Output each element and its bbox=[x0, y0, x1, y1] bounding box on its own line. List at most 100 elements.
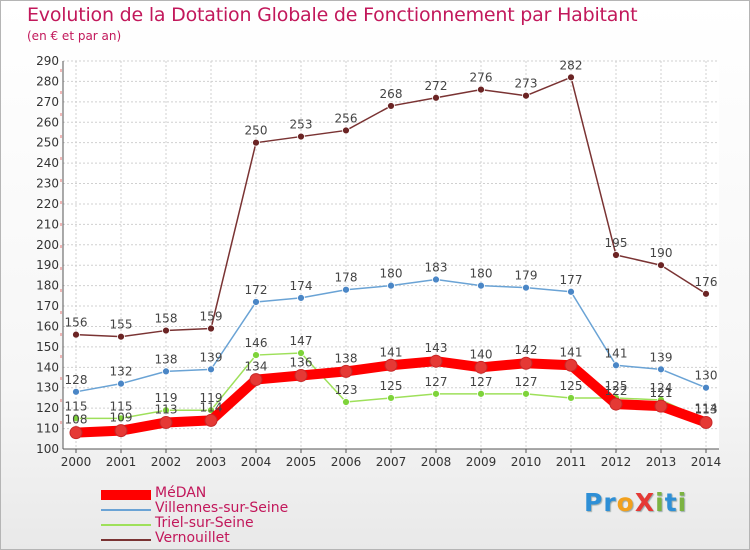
data-point bbox=[342, 126, 350, 135]
data-label: 143 bbox=[425, 341, 448, 355]
data-label: 136 bbox=[290, 355, 313, 369]
data-label: 159 bbox=[200, 310, 223, 324]
data-label: 128 bbox=[65, 373, 88, 387]
data-label: 268 bbox=[380, 87, 403, 101]
x-tick-label: 2006 bbox=[331, 455, 362, 469]
data-label: 141 bbox=[605, 346, 628, 360]
y-tick-label: 270 bbox=[36, 95, 59, 109]
data-point bbox=[609, 397, 623, 411]
data-label: 141 bbox=[560, 345, 583, 359]
data-point bbox=[432, 389, 440, 398]
data-label: 147 bbox=[290, 334, 313, 348]
y-tick-label: 190 bbox=[36, 258, 59, 272]
legend-label-triel: Triel-sur-Seine bbox=[155, 515, 254, 531]
data-label: 132 bbox=[110, 365, 133, 379]
data-point bbox=[702, 383, 710, 392]
data-point bbox=[384, 358, 398, 372]
proxiti-logo: ProXiti bbox=[584, 488, 687, 517]
x-tick-label: 2010 bbox=[511, 455, 542, 469]
data-point bbox=[297, 132, 305, 141]
data-point bbox=[117, 414, 125, 423]
data-point bbox=[477, 85, 485, 94]
data-label: 272 bbox=[425, 79, 448, 93]
data-point bbox=[699, 415, 713, 429]
data-label: 146 bbox=[245, 336, 268, 350]
data-point bbox=[72, 330, 80, 339]
data-point bbox=[342, 285, 350, 294]
data-label: 180 bbox=[470, 267, 493, 281]
data-label: 127 bbox=[515, 375, 538, 389]
data-label: 183 bbox=[425, 261, 448, 275]
x-tick-label: 2012 bbox=[601, 455, 632, 469]
data-label: 139 bbox=[650, 350, 673, 364]
data-label: 134 bbox=[245, 360, 268, 374]
data-point bbox=[432, 275, 440, 284]
data-label: 273 bbox=[515, 77, 538, 91]
data-label: 121 bbox=[650, 386, 673, 400]
data-point bbox=[207, 324, 215, 333]
logo-letter: o bbox=[616, 488, 635, 517]
y-tick-label: 200 bbox=[36, 238, 59, 252]
y-tick-label: 290 bbox=[36, 54, 59, 68]
data-label: 125 bbox=[560, 379, 583, 393]
legend-swatch-triel bbox=[101, 524, 151, 526]
data-point bbox=[159, 415, 173, 429]
data-point bbox=[612, 251, 620, 259]
data-point bbox=[252, 138, 260, 147]
data-label: 139 bbox=[200, 350, 223, 364]
data-label: 113 bbox=[155, 402, 178, 416]
x-tick-label: 2011 bbox=[556, 455, 587, 469]
data-label: 190 bbox=[650, 246, 673, 260]
data-label: 123 bbox=[335, 383, 358, 397]
data-label: 113 bbox=[695, 402, 718, 416]
data-label: 114 bbox=[200, 400, 223, 414]
data-label: 127 bbox=[425, 375, 448, 389]
logo-letter: t bbox=[664, 488, 678, 517]
data-label: 125 bbox=[380, 379, 403, 393]
data-label: 178 bbox=[335, 271, 358, 285]
data-point bbox=[387, 281, 395, 290]
data-point bbox=[567, 394, 575, 402]
data-point bbox=[117, 332, 125, 341]
chart-subtitle: (en € et par an) bbox=[27, 29, 122, 43]
data-label: 174 bbox=[290, 279, 313, 293]
y-tick-label: 220 bbox=[36, 197, 59, 211]
data-point bbox=[252, 351, 260, 359]
data-point bbox=[429, 354, 443, 368]
data-label: 119 bbox=[155, 391, 178, 405]
y-tick-label: 260 bbox=[36, 115, 59, 129]
data-point bbox=[117, 379, 125, 388]
data-point bbox=[252, 298, 260, 306]
y-tick-label: 210 bbox=[36, 217, 59, 231]
data-point bbox=[72, 387, 80, 396]
data-label: 177 bbox=[560, 273, 583, 287]
data-label: 276 bbox=[470, 71, 493, 85]
y-tick-label: 240 bbox=[36, 156, 59, 170]
data-label: 130 bbox=[695, 369, 718, 383]
y-tick-label: 170 bbox=[36, 299, 59, 313]
data-point bbox=[387, 102, 395, 110]
data-label: 256 bbox=[335, 111, 358, 125]
data-point bbox=[477, 281, 485, 290]
data-point bbox=[207, 365, 215, 374]
x-tick-label: 2000 bbox=[61, 455, 92, 469]
y-tick-label: 160 bbox=[36, 319, 59, 333]
x-tick-label: 2007 bbox=[376, 455, 407, 469]
data-label: 115 bbox=[65, 399, 88, 413]
logo-letter: r bbox=[603, 488, 617, 517]
data-label: 282 bbox=[560, 58, 583, 72]
y-tick-label: 110 bbox=[36, 422, 59, 436]
legend-item-villennes: Villennes-sur-Seine bbox=[101, 500, 351, 517]
data-point bbox=[297, 293, 305, 302]
data-label: 155 bbox=[110, 318, 133, 332]
data-point bbox=[342, 398, 350, 406]
data-point bbox=[612, 361, 620, 370]
data-label: 122 bbox=[605, 384, 628, 398]
legend-swatch-vernouillet bbox=[101, 539, 151, 541]
data-label: 156 bbox=[65, 316, 88, 330]
data-point bbox=[564, 358, 578, 372]
data-point bbox=[654, 399, 668, 413]
data-label: 109 bbox=[110, 411, 133, 425]
legend-label-vernouillet: Vernouillet bbox=[155, 530, 230, 546]
